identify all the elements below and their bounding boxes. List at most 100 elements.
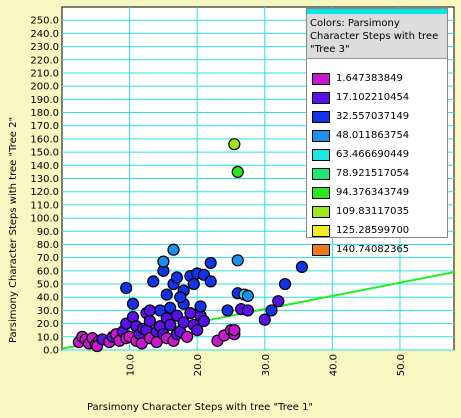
data-point — [120, 281, 133, 295]
x-tick-label: 30.0 — [261, 354, 272, 376]
data-point — [180, 330, 194, 343]
x-tick-label: 20.0 — [193, 354, 204, 376]
legend-item: 32.557037149 — [307, 107, 447, 126]
data-point — [167, 243, 180, 256]
legend-label: 109.83117035 — [336, 206, 410, 217]
legend-swatch — [312, 129, 330, 142]
y-tick-label: 100.0 — [30, 214, 59, 225]
y-tick-label: 190.0 — [30, 95, 59, 106]
legend-swatch — [312, 148, 330, 161]
y-tick-label: 70.0 — [37, 253, 59, 264]
data-point — [177, 316, 190, 329]
data-point — [278, 277, 292, 291]
data-point — [228, 138, 241, 151]
color-legend: Colors: Parsimony Character Steps with t… — [306, 8, 448, 256]
x-tick-labels: 10.0 20.0 30.0 40.0 50.0 — [126, 354, 407, 376]
y-tick-label: 50.0 — [37, 280, 59, 291]
y-tick-label: 20.0 — [37, 319, 59, 330]
data-point — [258, 313, 271, 326]
data-point — [204, 275, 217, 288]
data-point — [197, 314, 211, 328]
legend-swatch — [312, 72, 330, 85]
data-point — [143, 304, 156, 317]
y-tick-label: 210.0 — [30, 68, 59, 79]
legend-item: 17.102210454 — [307, 88, 447, 107]
data-point — [187, 277, 200, 291]
legend-swatch — [312, 91, 330, 104]
data-points — [72, 138, 309, 353]
legend-items: 1.647383849 17.102210454 32.557037149 48.01… — [307, 59, 447, 259]
data-point — [231, 165, 244, 179]
y-tick-label: 120.0 — [30, 187, 59, 198]
legend-label: 1.647383849 — [336, 73, 403, 84]
y-tick-label: 40.0 — [37, 293, 59, 304]
legend-top-bar — [307, 9, 447, 14]
y-tick-label: 150.0 — [30, 148, 59, 159]
data-point — [157, 255, 170, 268]
legend-label: 94.376343749 — [336, 187, 410, 198]
y-tick-label: 90.0 — [37, 227, 59, 238]
y-tick-label: 170.0 — [30, 121, 59, 132]
legend-label: 63.466690449 — [336, 149, 410, 160]
x-tick-label: 40.0 — [328, 354, 339, 376]
data-point — [174, 291, 187, 304]
x-axis-title: Parsimony Character Steps with tree "Tre… — [87, 402, 313, 413]
y-axis-title: Parsimony Character Steps with tree "Tre… — [8, 117, 19, 343]
data-point — [265, 304, 278, 317]
data-point — [194, 300, 207, 313]
grid-lines — [62, 7, 454, 351]
legend-label: 32.557037149 — [336, 111, 410, 122]
legend-swatch — [312, 110, 330, 123]
data-point — [204, 256, 217, 270]
y-tick-label: 80.0 — [37, 240, 59, 251]
y-tick-label: 250.0 — [30, 16, 59, 27]
data-point — [147, 275, 160, 288]
data-point — [241, 289, 254, 303]
data-point — [241, 304, 254, 317]
y-tick-label: 220.0 — [30, 55, 59, 66]
legend-item: 63.466690449 — [307, 145, 447, 164]
legend-item: 125.28599700 — [307, 221, 447, 240]
data-point — [228, 324, 241, 337]
y-tick-label: 160.0 — [30, 134, 59, 145]
y-tick-label: 200.0 — [30, 82, 59, 93]
legend-item: 109.83117035 — [307, 202, 447, 221]
legend-swatch — [312, 243, 330, 256]
y-tick-label: 0.0 — [43, 346, 59, 357]
legend-label: 125.28599700 — [336, 225, 410, 236]
y-tick-label: 140.0 — [30, 161, 59, 172]
y-tick-label: 230.0 — [30, 42, 59, 53]
legend-title: Colors: Parsimony Character Steps with t… — [307, 14, 447, 59]
legend-item: 78.921517054 — [307, 164, 447, 183]
legend-swatch — [312, 205, 330, 218]
x-tick-label: 10.0 — [126, 354, 137, 376]
data-point — [143, 314, 156, 328]
data-point — [170, 271, 183, 284]
legend-item: 94.376343749 — [307, 183, 447, 202]
x-tick-label: 50.0 — [396, 354, 407, 376]
legend-item: 140.74082365 — [307, 240, 447, 259]
data-point — [221, 304, 234, 317]
y-tick-labels: 0.0 10.0 20.0 30.0 40.0 50.0 60.0 70.0 80.0 90.0 1… — [30, 16, 59, 357]
legend-swatch — [312, 167, 330, 180]
data-point — [184, 306, 197, 320]
data-point — [164, 301, 177, 314]
y-tick-label: 30.0 — [37, 306, 59, 317]
data-point — [126, 297, 140, 310]
y-tick-label: 180.0 — [30, 108, 59, 119]
legend-item: 1.647383849 — [307, 69, 447, 88]
data-point — [272, 295, 285, 308]
legend-label: 17.102210454 — [336, 92, 410, 103]
legend-label: 78.921517054 — [336, 168, 410, 179]
legend-swatch — [312, 224, 330, 237]
y-tick-label: 130.0 — [30, 174, 59, 185]
legend-swatch — [312, 186, 330, 199]
y-tick-label: 60.0 — [37, 266, 59, 277]
data-point — [164, 318, 177, 332]
legend-label: 48.011863754 — [336, 130, 410, 141]
data-point — [231, 254, 244, 267]
data-point — [191, 324, 204, 337]
legend-item: 48.011863754 — [307, 126, 447, 145]
y-tick-label: 240.0 — [30, 29, 59, 40]
y-tick-label: 110.0 — [30, 200, 59, 211]
